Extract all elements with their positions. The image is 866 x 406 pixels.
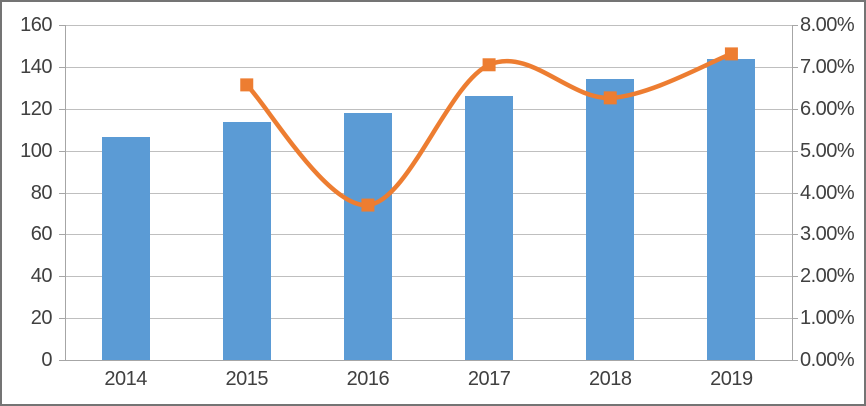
right-axis-tick [792,25,798,26]
right-axis-tick-label: 5.00% [800,139,855,162]
left-axis-tick [59,234,65,236]
right-axis-tick [792,66,798,68]
bar-2016 [343,113,392,360]
left-axis-tick [59,318,65,320]
x-axis-label-2019: 2019 [710,368,753,390]
left-axis-tick-label: 40 [30,265,53,288]
right-axis-tick-label: 4.00% [800,181,855,204]
left-axis-tick [59,276,65,278]
left-axis-line [65,25,66,360]
right-axis-tick-label: 0.00% [800,349,855,371]
x-axis-line [65,360,792,361]
bar-2015 [222,122,271,360]
gridline [65,25,792,26]
left-axis-tick-label: 160 [20,14,52,36]
line-marker-2015 [240,78,254,92]
right-axis-tick [792,318,798,320]
right-axis-tick-label: 6.00% [800,97,855,120]
left-axis-tick-label: 20 [30,307,53,330]
right-axis-tick-label: 3.00% [800,223,855,246]
left-axis-tick [59,192,65,194]
left-axis-tick [59,108,65,110]
bar-2014 [101,136,150,360]
left-axis-tick-label: 100 [20,139,52,162]
right-axis-tick-label: 2.00% [800,265,855,288]
left-axis-tick [59,25,65,26]
x-axis-label-2018: 2018 [588,368,632,390]
right-axis-tick [792,360,798,361]
gridline [65,318,792,320]
gridline [65,150,792,152]
gridline [65,66,792,68]
right-axis-tick [792,108,798,110]
left-axis-tick [59,360,65,361]
x-axis-label-2015: 2015 [225,368,268,390]
gridline [65,234,792,236]
left-axis-tick [59,150,65,152]
gridline [65,276,792,278]
right-axis-tick [792,192,798,194]
x-axis-label-2016: 2016 [346,368,390,390]
right-axis-tick [792,150,798,152]
gridline [65,108,792,110]
bar-2019 [707,58,756,360]
right-axis-tick-label: 1.00% [800,307,855,330]
right-axis-tick [792,276,798,278]
bar-2018 [586,79,635,360]
right-axis-tick-label: 7.00% [800,55,855,78]
x-axis-label-2014: 2014 [104,368,147,390]
right-axis-tick-label: 8.00% [800,14,855,36]
left-axis-tick-label: 140 [20,55,52,78]
x-axis-label-2017: 2017 [467,368,511,390]
left-axis-tick-label: 120 [20,97,52,120]
left-axis-tick [59,66,65,68]
line-marker-2017 [482,58,496,72]
left-axis-tick-label: 0 [41,349,52,371]
gridline [65,192,792,194]
right-axis-tick [792,234,798,236]
left-axis-tick-label: 80 [30,181,53,204]
bar-2017 [465,95,514,360]
left-axis-tick-label: 60 [30,223,53,246]
